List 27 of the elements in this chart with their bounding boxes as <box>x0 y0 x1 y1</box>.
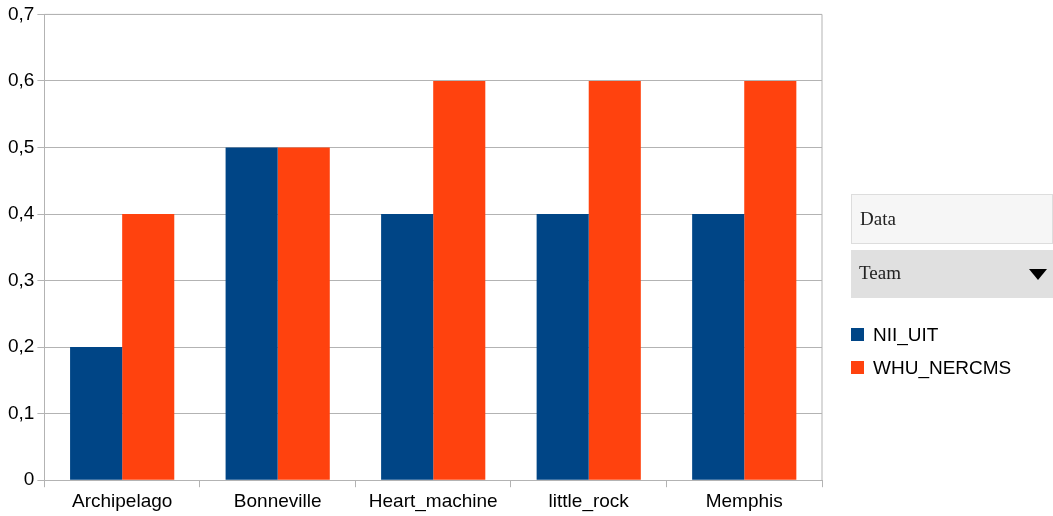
y-tick-label: 0,1 <box>7 401 35 423</box>
bar <box>744 80 797 480</box>
bar <box>122 214 175 480</box>
text: Data <box>851 194 1053 244</box>
y-tick-label: 0,2 <box>7 335 35 357</box>
y-tick-label: 0,5 <box>7 135 35 157</box>
bar <box>277 147 330 480</box>
x-tick-label: Archipelago <box>72 489 173 511</box>
y-tick-label: 0,7 <box>7 2 35 24</box>
bar <box>433 80 486 480</box>
legend-title: Team <box>859 262 901 283</box>
bar <box>536 214 589 480</box>
legend-label: NII_UIT <box>873 323 939 346</box>
y-tick-label: 0,4 <box>7 202 35 224</box>
x-tick-label: Bonneville <box>233 489 322 511</box>
bar <box>588 80 641 480</box>
y-tick-label: 0,3 <box>7 268 35 290</box>
legend-label: WHU_NERCMS <box>873 356 1012 379</box>
x-tick-label: Heart_machine <box>368 489 498 512</box>
bar <box>381 214 434 480</box>
bar <box>692 214 745 480</box>
x-tick-label: little_rock <box>548 489 630 512</box>
bar <box>70 347 123 480</box>
y-tick-label: 0 <box>23 468 35 490</box>
x-tick-label: Memphis <box>705 489 783 511</box>
y-tick-label: 0,6 <box>7 69 35 91</box>
bar <box>225 147 278 480</box>
